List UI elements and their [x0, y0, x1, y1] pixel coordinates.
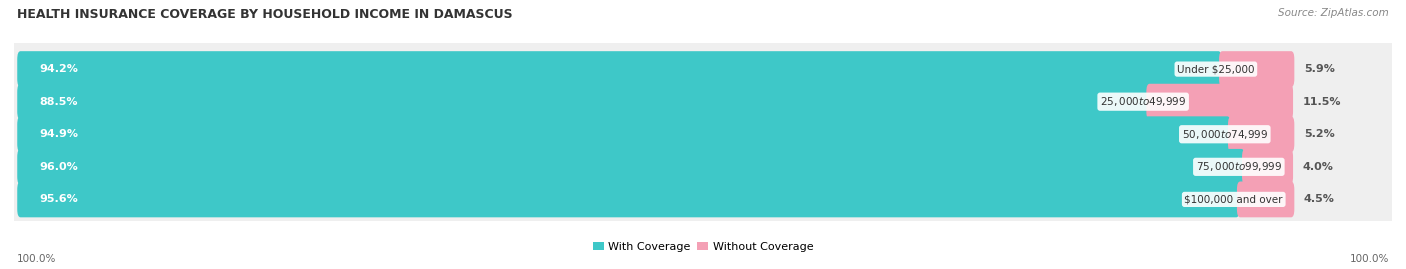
FancyBboxPatch shape — [11, 41, 1395, 97]
Text: 100.0%: 100.0% — [17, 254, 56, 264]
Text: Source: ZipAtlas.com: Source: ZipAtlas.com — [1278, 8, 1389, 18]
FancyBboxPatch shape — [17, 116, 1230, 152]
FancyBboxPatch shape — [1219, 51, 1295, 87]
Text: $100,000 and over: $100,000 and over — [1184, 194, 1284, 204]
FancyBboxPatch shape — [11, 171, 1395, 227]
Text: 5.9%: 5.9% — [1303, 64, 1334, 74]
Text: 94.2%: 94.2% — [39, 64, 79, 74]
FancyBboxPatch shape — [1241, 149, 1294, 185]
FancyBboxPatch shape — [17, 149, 1244, 185]
FancyBboxPatch shape — [17, 84, 1149, 120]
Text: Under $25,000: Under $25,000 — [1177, 64, 1254, 74]
Text: $25,000 to $49,999: $25,000 to $49,999 — [1099, 95, 1187, 108]
FancyBboxPatch shape — [1146, 84, 1294, 120]
Text: 4.5%: 4.5% — [1303, 194, 1334, 204]
Text: 4.0%: 4.0% — [1302, 162, 1333, 172]
FancyBboxPatch shape — [11, 106, 1395, 162]
FancyBboxPatch shape — [1227, 116, 1295, 152]
FancyBboxPatch shape — [1237, 182, 1295, 217]
Text: 96.0%: 96.0% — [39, 162, 79, 172]
FancyBboxPatch shape — [11, 74, 1395, 130]
FancyBboxPatch shape — [17, 51, 1222, 87]
Text: 11.5%: 11.5% — [1302, 97, 1341, 107]
Text: 5.2%: 5.2% — [1303, 129, 1334, 139]
Text: 88.5%: 88.5% — [39, 97, 79, 107]
Text: 100.0%: 100.0% — [1350, 254, 1389, 264]
Text: $50,000 to $74,999: $50,000 to $74,999 — [1181, 128, 1268, 141]
FancyBboxPatch shape — [11, 139, 1395, 195]
Text: $75,000 to $99,999: $75,000 to $99,999 — [1195, 160, 1282, 173]
Text: HEALTH INSURANCE COVERAGE BY HOUSEHOLD INCOME IN DAMASCUS: HEALTH INSURANCE COVERAGE BY HOUSEHOLD I… — [17, 8, 513, 21]
Legend: With Coverage, Without Coverage: With Coverage, Without Coverage — [591, 239, 815, 254]
FancyBboxPatch shape — [17, 182, 1240, 217]
Text: 94.9%: 94.9% — [39, 129, 79, 139]
Text: 95.6%: 95.6% — [39, 194, 79, 204]
